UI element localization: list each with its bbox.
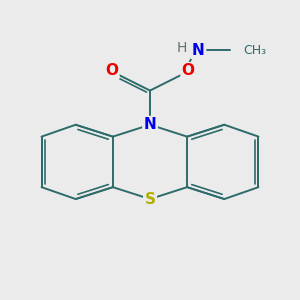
Text: CH₃: CH₃ [244, 44, 267, 57]
Text: S: S [145, 191, 155, 206]
Text: O: O [106, 63, 118, 78]
Text: N: N [144, 117, 156, 132]
Text: H: H [177, 41, 187, 55]
Text: O: O [182, 63, 194, 78]
Text: N: N [192, 43, 205, 58]
